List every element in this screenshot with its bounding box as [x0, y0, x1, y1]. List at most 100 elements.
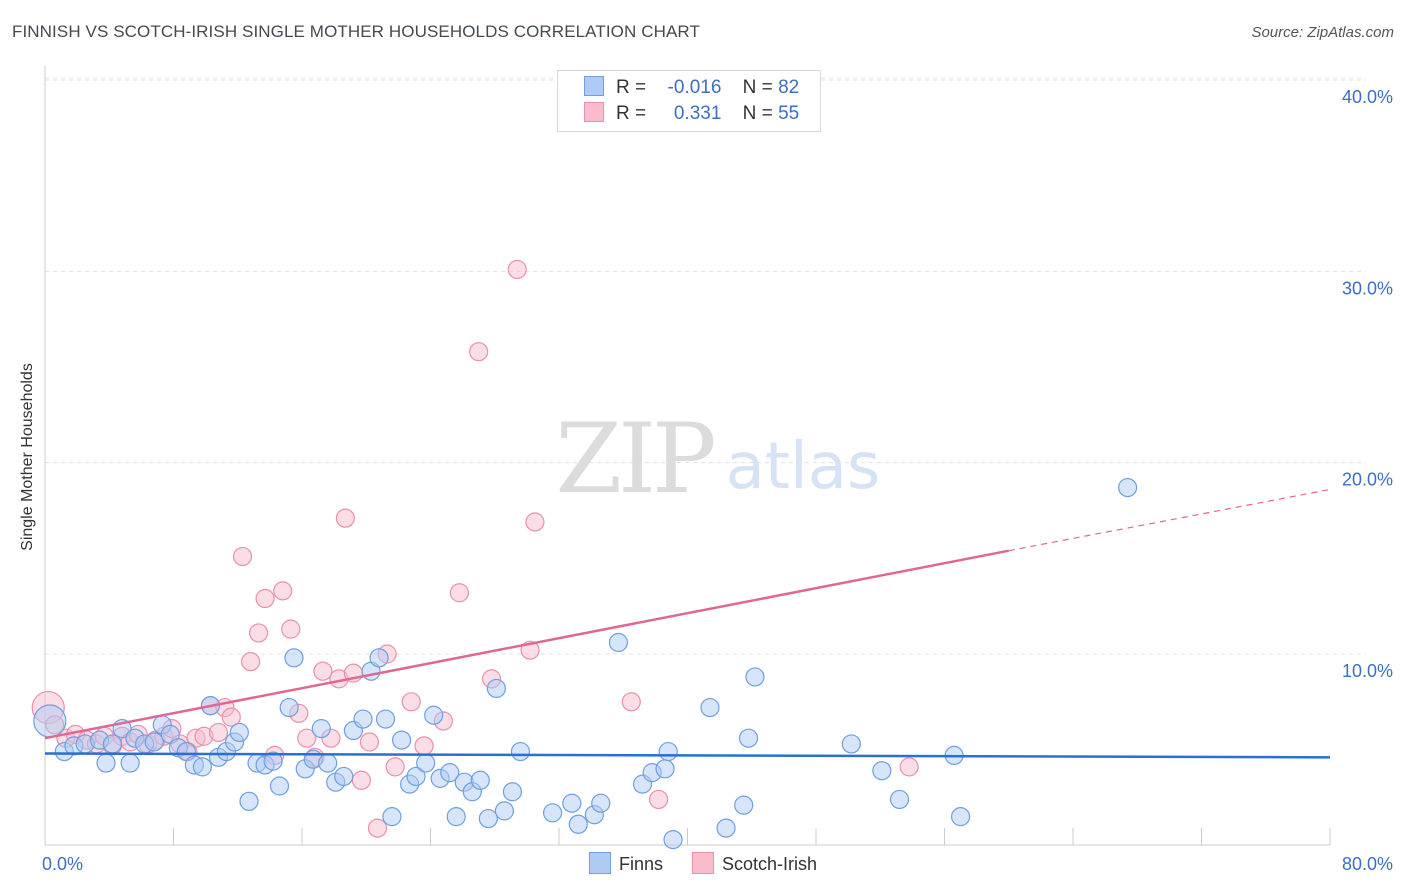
scotch-irish-point: [273, 581, 293, 601]
finns-point: [382, 807, 402, 827]
scotch-irish-point: [401, 692, 421, 712]
y-axis-label: Single Mother Households: [19, 363, 36, 551]
finns-point: [510, 741, 531, 762]
finns-point: [334, 766, 354, 787]
finns-point: [369, 648, 389, 668]
scotch-irish-point: [221, 707, 241, 727]
scotch-irish-point: [621, 692, 641, 712]
legend-row-scotch-irish: R = 0.331 N = 55: [584, 102, 799, 126]
finns-points: [33, 477, 1138, 850]
scotch-irish-point: [449, 583, 470, 603]
finns-point: [1118, 477, 1138, 498]
finns-point: [311, 719, 331, 739]
r-value-finns: -0.016: [667, 77, 722, 98]
finns-point: [269, 776, 290, 796]
finns-point: [239, 791, 259, 811]
finns-point: [655, 759, 675, 779]
finns-point: [658, 741, 678, 762]
finns-point: [889, 789, 910, 810]
grid-lines: [45, 77, 1366, 655]
watermark-atlas: atlas: [726, 430, 881, 504]
scotch-irish-point: [367, 818, 388, 838]
finns-point: [738, 728, 759, 748]
scotch-irish-point: [255, 588, 275, 609]
scotch-irish-trend-extension: [1008, 488, 1331, 552]
finns-point: [734, 795, 754, 815]
finns-point: [700, 697, 720, 718]
correlation-legend: R = -0.016 N = 82 R = 0.331 N = 55: [557, 70, 821, 132]
scotch-irish-point: [232, 546, 253, 567]
finns-point: [608, 632, 629, 653]
scotch-irish-point: [385, 757, 405, 777]
finns-point: [494, 801, 514, 821]
watermark-zip: ZIP: [555, 403, 714, 515]
finns-point: [440, 763, 460, 783]
scotch-irish-legend-swatch: [692, 852, 714, 874]
finns-point: [96, 753, 116, 773]
legend-item-scotch-irish[interactable]: Scotch-Irish: [692, 852, 817, 875]
x-tick-label-min: 0.0%: [42, 854, 83, 874]
r-value-scotch-irish: 0.331: [673, 103, 722, 124]
scotch-irish-point: [359, 732, 380, 752]
finns-legend-swatch: [588, 852, 611, 874]
finns-point: [478, 808, 498, 829]
finns-point: [353, 709, 373, 729]
n-value-scotch-irish: 55: [778, 103, 800, 124]
finns-point: [486, 678, 506, 699]
y-tick-label: 40.0%: [1342, 87, 1393, 107]
scotch-irish-point: [208, 722, 229, 743]
finns-point: [144, 732, 164, 752]
x-tick-label-max: 80.0%: [1342, 854, 1393, 874]
finns-swatch: [584, 76, 604, 96]
finns-point: [416, 753, 436, 773]
scotch-irish-point: [281, 619, 301, 639]
finns-point: [279, 697, 299, 718]
finns-point: [120, 753, 140, 773]
scotch-irish-trend-line: [44, 549, 1009, 740]
finns-point: [263, 751, 283, 771]
scotch-irish-point: [241, 652, 261, 672]
finns-trend-line: [44, 752, 1331, 759]
finns-point: [318, 753, 338, 773]
series-legend: Finns Scotch-Irish: [0, 852, 1406, 875]
scotch-irish-swatch: [584, 102, 604, 122]
finns-legend-label: Finns: [618, 854, 663, 874]
finns-point: [102, 734, 123, 754]
scotch-irish-point: [335, 508, 355, 528]
scotch-irish-point: [414, 736, 434, 756]
finns-point: [716, 818, 736, 838]
finns-point: [950, 807, 971, 827]
finns-point: [562, 793, 582, 813]
r-label: R =: [616, 77, 647, 98]
y-tick-label: 20.0%: [1342, 470, 1393, 490]
scotch-irish-point: [525, 512, 545, 532]
finns-point: [502, 782, 523, 802]
finns-point: [745, 667, 765, 687]
finns-point: [568, 814, 588, 834]
scotch-irish-points: [31, 259, 919, 838]
finns-point: [591, 793, 611, 813]
finns-point: [284, 648, 304, 668]
finns-point: [542, 803, 563, 823]
scotch-irish-point: [313, 661, 333, 681]
legend-row-finns: R = -0.016 N = 82: [584, 76, 799, 100]
finns-point: [470, 770, 490, 790]
scotch-irish-point: [249, 623, 269, 643]
scotch-irish-point: [899, 757, 919, 777]
watermark: ZIP atlas: [555, 403, 880, 515]
finns-point: [841, 734, 861, 754]
n-label: N =: [742, 77, 773, 98]
finns-point: [446, 807, 466, 827]
source-credit: Source: ZipAtlas.com: [1251, 24, 1394, 41]
n-label: N =: [742, 103, 773, 124]
finns-point: [663, 829, 683, 850]
finns-point: [391, 730, 412, 750]
legend-item-finns[interactable]: Finns: [588, 852, 663, 875]
y-tick-label: 30.0%: [1342, 278, 1393, 298]
scotch-irish-point: [469, 342, 489, 362]
y-tick-label: 10.0%: [1342, 661, 1393, 681]
finns-point: [872, 761, 892, 781]
finns-point: [424, 705, 444, 725]
chart-title: FINNISH VS SCOTCH-IRISH SINGLE MOTHER HO…: [12, 22, 700, 41]
